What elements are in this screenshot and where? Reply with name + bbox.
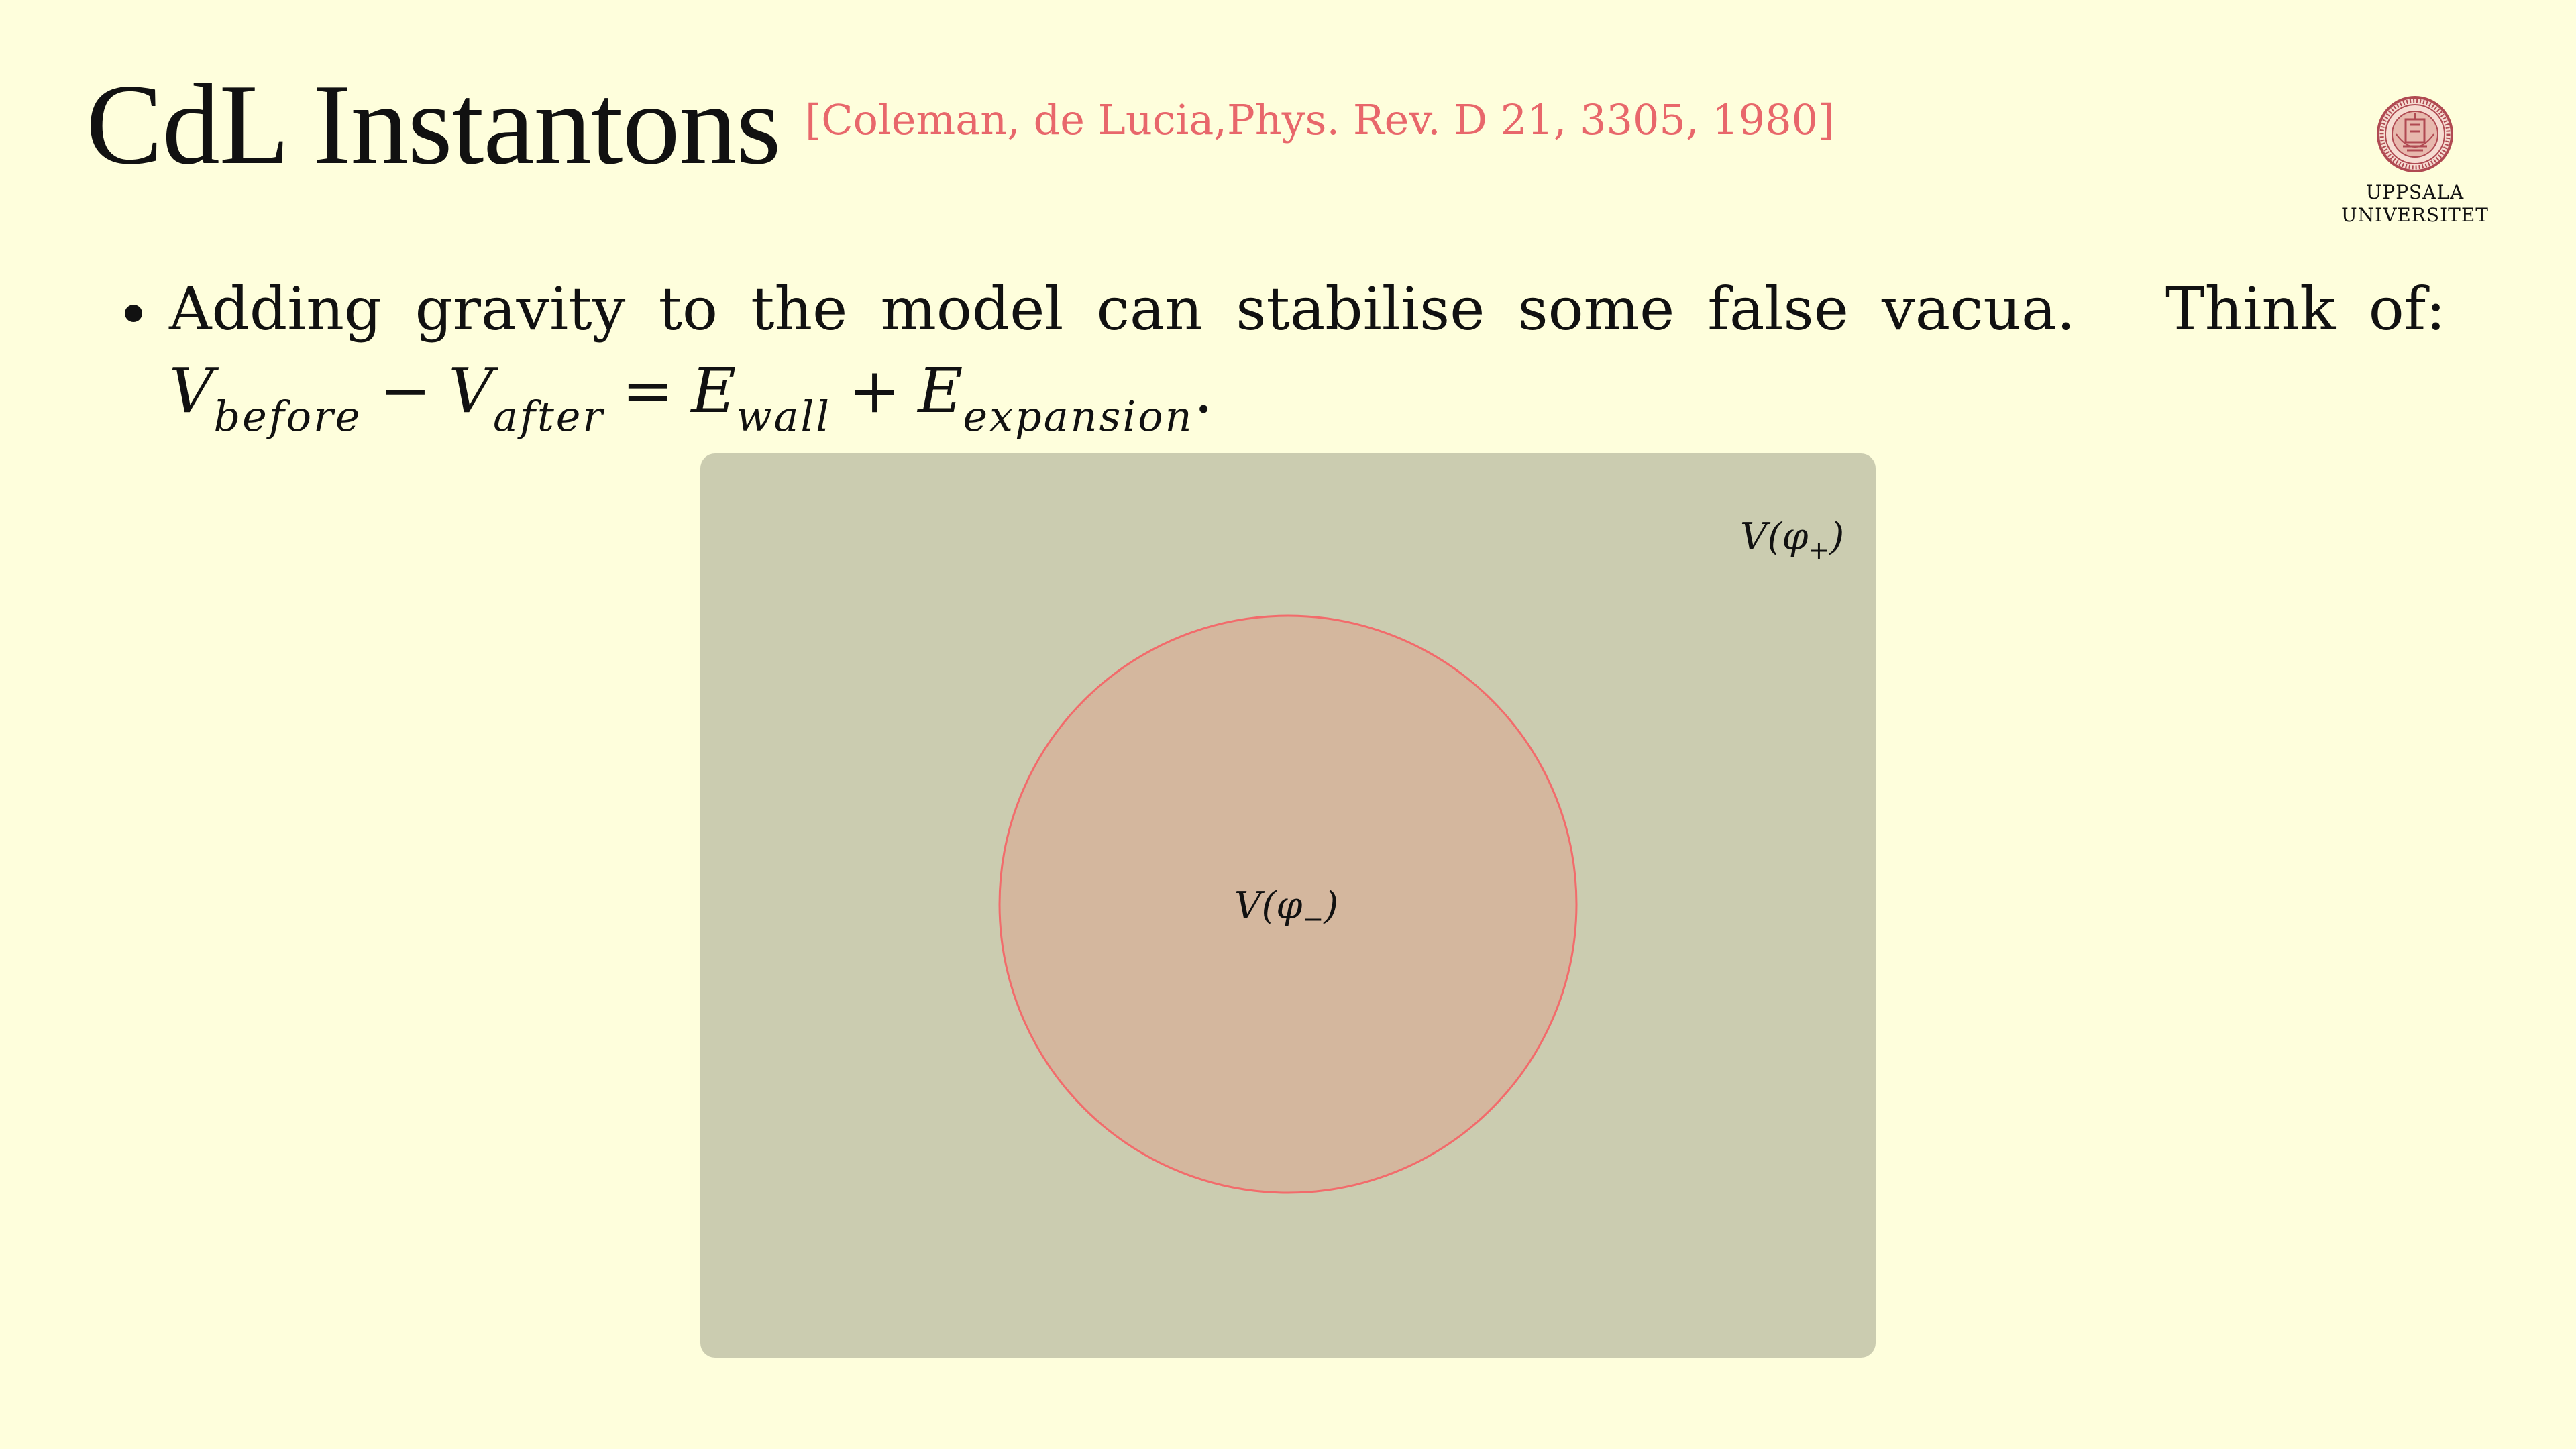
eq-subscript: wall — [736, 392, 832, 441]
bullet-word: Think — [2165, 274, 2336, 343]
bullet-word: Adding — [169, 274, 382, 343]
logo-text-line2: UNIVERSITET — [2341, 204, 2489, 227]
bullet-word: of: — [2368, 274, 2446, 343]
eq-subscript: expansion — [963, 392, 1194, 441]
bullet-word: the — [751, 274, 848, 343]
vacuum-bubble-figure: V(φ+) V(φ−) — [700, 453, 1876, 1358]
citation: [Coleman, de Lucia,Phys. Rev. D 21, 3305… — [805, 95, 1835, 144]
bullet-word: gravity — [415, 274, 626, 343]
university-seal-icon — [2377, 96, 2453, 172]
slide-title: CdL Instantons — [86, 61, 781, 189]
bullet-word: some — [1517, 274, 1675, 343]
eq-period: . — [1193, 355, 1214, 427]
logo-text-line1: UPPSALA — [2365, 181, 2465, 203]
false-vacuum-label: V(φ+) — [1740, 515, 1845, 565]
bullet-word: stabilise — [1236, 274, 1485, 343]
energy-equation: Vbefore − Vafter = Ewall + Eexpansion. — [169, 354, 1214, 441]
eq-operator: + — [849, 355, 901, 427]
eq-symbol: E — [691, 355, 737, 427]
true-vacuum-bubble — [998, 614, 1578, 1194]
eq-operator: − — [379, 355, 431, 427]
bullet-dot — [125, 305, 142, 322]
bullet-word: false — [1707, 274, 1849, 343]
eq-operator: = — [622, 355, 674, 427]
true-vacuum-label: V(φ−) — [1234, 884, 1339, 934]
university-logo: UPPSALA UNIVERSITET — [2334, 95, 2496, 227]
eq-symbol: V — [448, 355, 493, 427]
bullet-word: to — [658, 274, 718, 343]
eq-symbol: E — [918, 355, 963, 427]
word-gap — [2108, 274, 2133, 345]
bullet-word: can — [1096, 274, 1203, 343]
eq-subscript: before — [213, 392, 362, 441]
bullet-word: vacua. — [1882, 274, 2076, 343]
eq-subscript: after — [492, 392, 605, 441]
bullet-text-line1: Adding gravity to the model can stabilis… — [169, 274, 2446, 345]
eq-symbol: V — [169, 355, 214, 427]
bullet-word: model — [880, 274, 1064, 343]
bubble-diagram — [998, 614, 1578, 1194]
